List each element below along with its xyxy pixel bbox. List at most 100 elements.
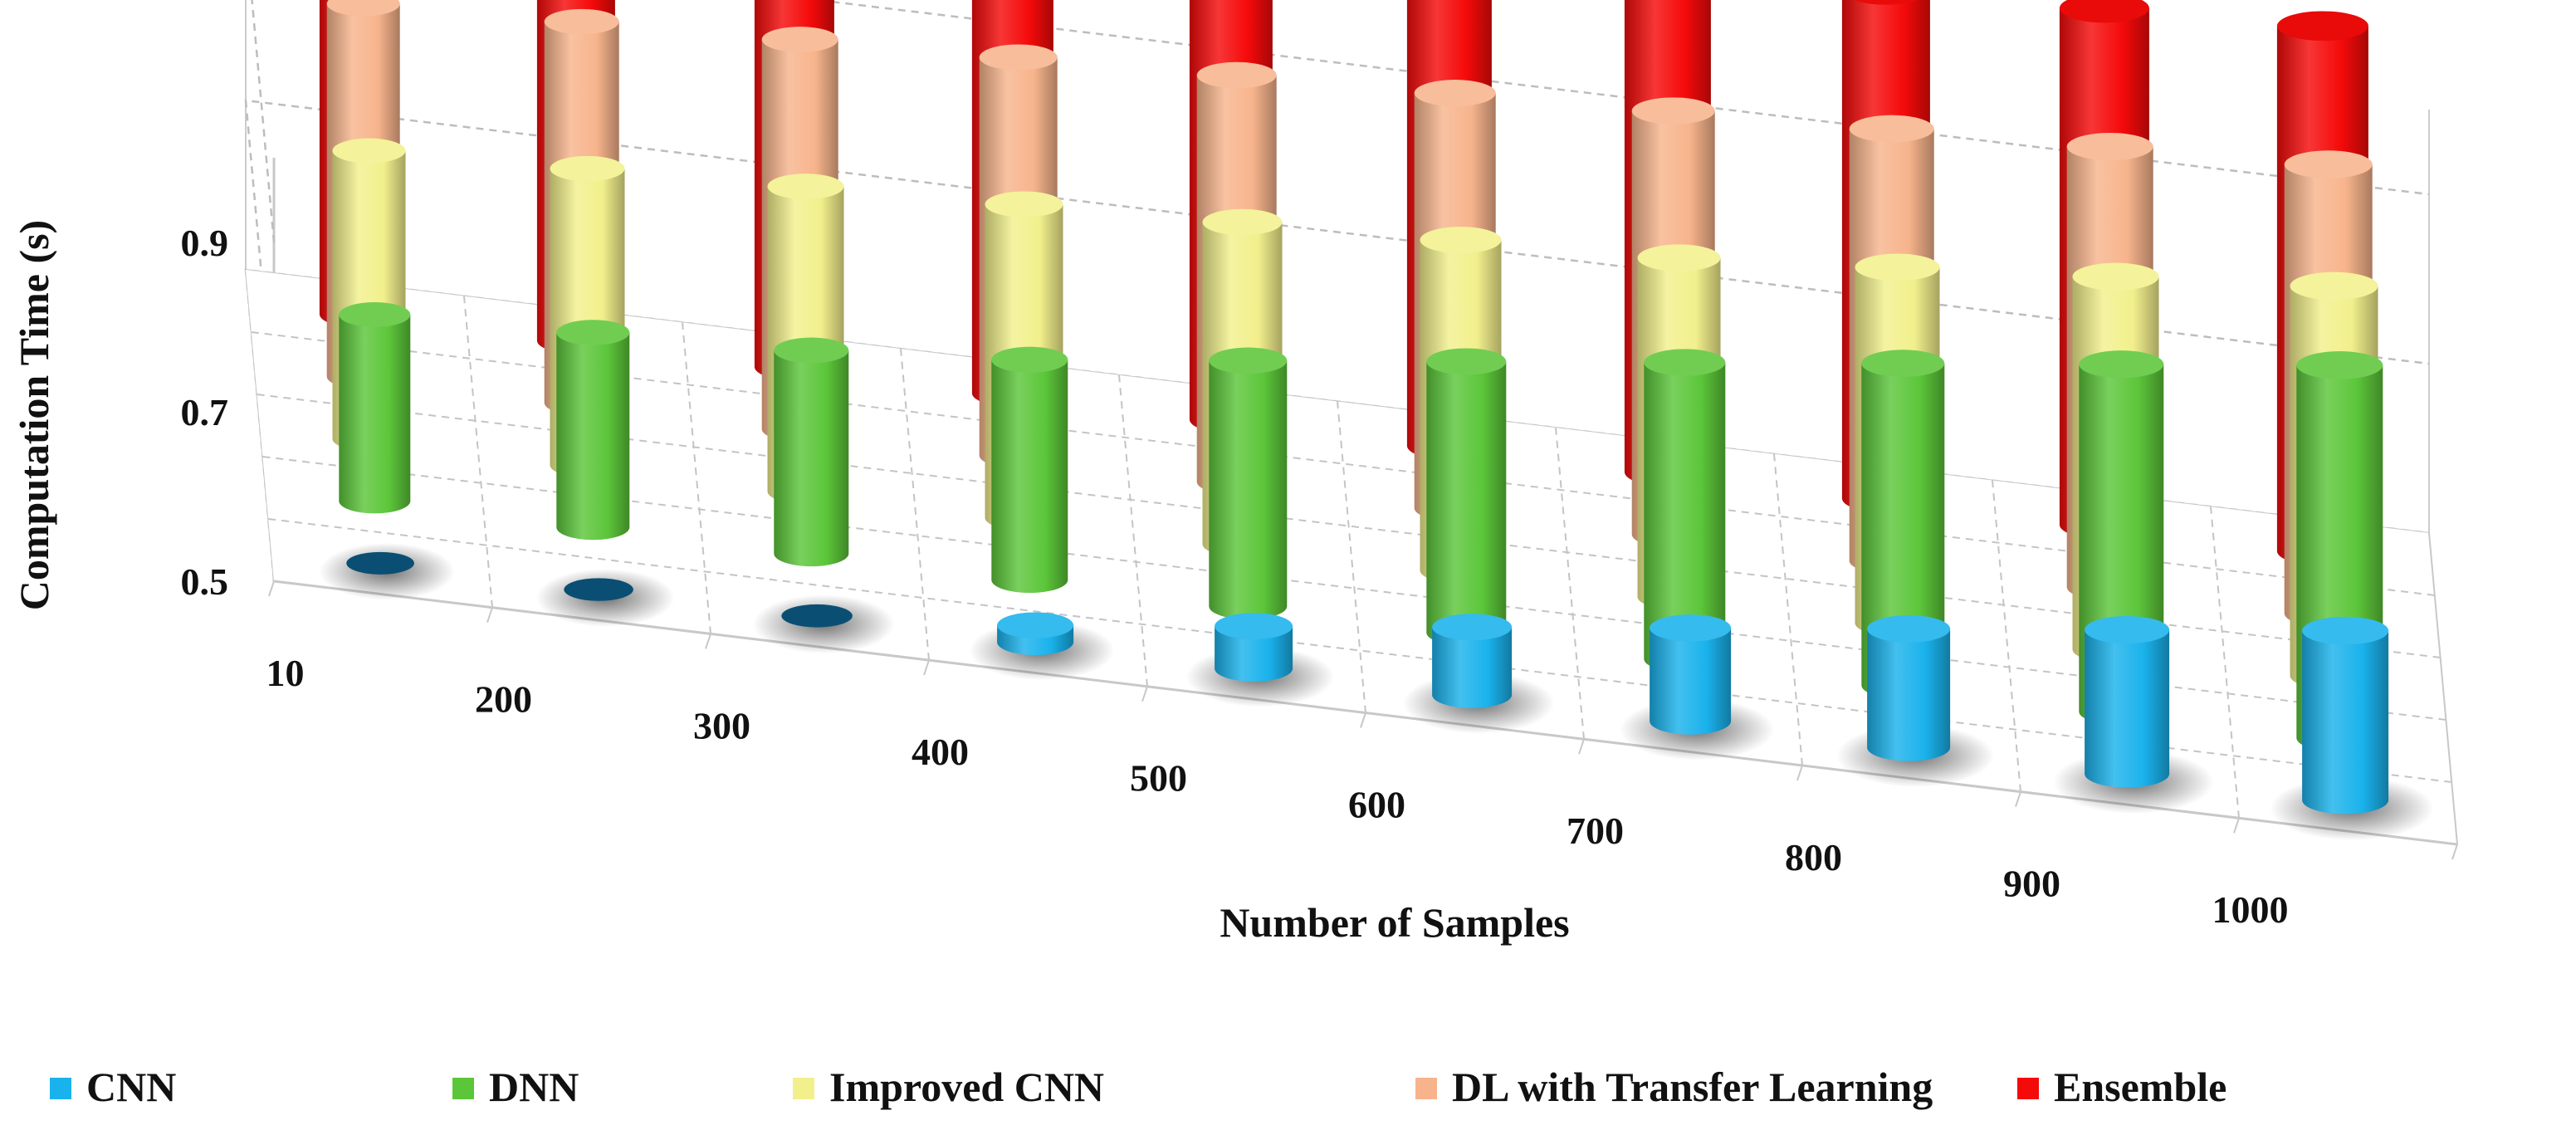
legend-label: CNN	[86, 1064, 176, 1110]
x-tick-label: 600	[1348, 783, 1405, 825]
bar-base-flat	[564, 578, 633, 601]
bar-cap	[1202, 208, 1283, 236]
bar-cnn-800	[1836, 615, 1995, 787]
bar-dnn-500	[1209, 347, 1288, 619]
bar-cnn-1000	[2270, 616, 2434, 841]
x-axis-ticks: 10 200 300 400 500 600 700 800 900 1000	[266, 652, 2289, 931]
bar-cap	[2066, 132, 2153, 161]
legend-label: Improved CNN	[829, 1064, 1104, 1110]
legend-swatch	[452, 1078, 474, 1099]
bar-cap	[1432, 614, 1513, 641]
bar-cap	[991, 346, 1068, 373]
bar-cap	[1853, 0, 1919, 5]
gridline	[244, 99, 2430, 413]
bar-cap	[997, 612, 1074, 638]
bar-cap	[1414, 80, 1496, 107]
x-tick-mark	[923, 659, 930, 676]
legend: CNN DNN Improved CNN DL with Transfer Learn…	[50, 1064, 2227, 1110]
bar-body	[1215, 626, 1293, 682]
bar-body	[556, 332, 630, 541]
bar-cap	[2284, 150, 2373, 179]
bar-body	[1861, 363, 1945, 699]
bar-dnn-300	[774, 337, 849, 567]
y-tick-label: 0.7	[181, 391, 229, 433]
bar-cap	[767, 174, 844, 199]
bar-body	[991, 360, 1068, 594]
bar-cap	[326, 0, 400, 17]
bar-cap	[1196, 61, 1277, 89]
x-tick-mark	[268, 580, 275, 597]
bar-body	[1650, 628, 1732, 735]
bar-cnn-700	[1620, 614, 1775, 761]
x-tick-mark	[705, 634, 711, 649]
x-tick-mark	[1796, 765, 1803, 781]
x-tick-label: 800	[1785, 836, 1842, 878]
bar-base-flat	[346, 551, 414, 575]
bar-cnn-500	[1185, 613, 1335, 707]
axis-line	[2428, 532, 2458, 845]
bar-cap	[774, 337, 849, 364]
bar-cap	[2290, 272, 2378, 301]
bar-cap	[979, 44, 1058, 71]
bar-cnn-300	[752, 594, 895, 654]
bar-dnn-10	[339, 301, 411, 514]
bar-body	[1209, 360, 1288, 619]
bar-cnn-10	[319, 542, 455, 600]
bar-body	[339, 314, 411, 514]
bar-cap	[1849, 115, 1934, 143]
bar-cap	[1644, 349, 1726, 376]
chart-bars	[319, 0, 2434, 841]
bar-body	[2302, 630, 2389, 815]
x-tick-label: 10	[266, 652, 305, 694]
bar-cap	[985, 191, 1063, 218]
x-tick-label: 1000	[2212, 888, 2289, 931]
legend-label: Ensemble	[2054, 1064, 2227, 1110]
bar-cap	[2302, 616, 2389, 645]
bar-cap	[2085, 615, 2170, 644]
x-axis-title: Number of Samples	[1220, 899, 1569, 946]
bar-dnn-200	[556, 320, 630, 541]
bar-cnn-200	[535, 569, 675, 628]
bar-cap	[556, 320, 630, 345]
x-tick-mark	[2015, 791, 2021, 807]
bar-dnn-400	[991, 346, 1068, 594]
bar-cap	[1215, 613, 1293, 639]
legend-swatch	[793, 1078, 814, 1099]
legend-label: DL with Transfer Learning	[1452, 1064, 1933, 1110]
x-tick-mark	[2451, 844, 2458, 860]
x-tick-label: 200	[475, 678, 532, 721]
y-axis-ticks: 0.5 0.7 0.9	[181, 222, 229, 603]
bar-cap	[1426, 348, 1507, 375]
legend-label: DNN	[489, 1064, 579, 1110]
bar-body	[1432, 627, 1513, 708]
bar-cap	[2079, 350, 2164, 379]
bar-cap	[2276, 11, 2368, 42]
bar-base-flat	[781, 604, 853, 628]
bar-dnn-600	[1426, 348, 1507, 646]
bar-cap	[1650, 614, 1732, 642]
x-tick-mark	[2233, 817, 2240, 834]
y-tick-label: 0.5	[181, 560, 229, 603]
bar-body	[1644, 362, 1726, 673]
legend-swatch	[2017, 1078, 2039, 1099]
bar-dnn-700	[1644, 349, 1726, 673]
bar-body	[1426, 361, 1507, 646]
bar-cap	[332, 138, 406, 164]
bar-cap	[2059, 0, 2149, 23]
bar-cap	[1420, 227, 1502, 254]
bar-cnn-900	[2053, 615, 2215, 815]
x-tick-label: 700	[1567, 810, 1624, 852]
bar-cnn-600	[1402, 614, 1555, 734]
x-tick-mark	[1360, 712, 1366, 728]
x-tick-label: 900	[2003, 862, 2060, 904]
bar-body	[774, 350, 849, 567]
bar-cap	[2296, 351, 2383, 379]
bar-cap	[339, 301, 411, 327]
legend-swatch	[1415, 1078, 1437, 1099]
bar-cap	[1631, 97, 1715, 125]
legend-swatch	[50, 1078, 71, 1099]
x-tick-mark	[1141, 686, 1148, 702]
bar-body	[1867, 629, 1951, 761]
bar-body	[2085, 629, 2170, 788]
